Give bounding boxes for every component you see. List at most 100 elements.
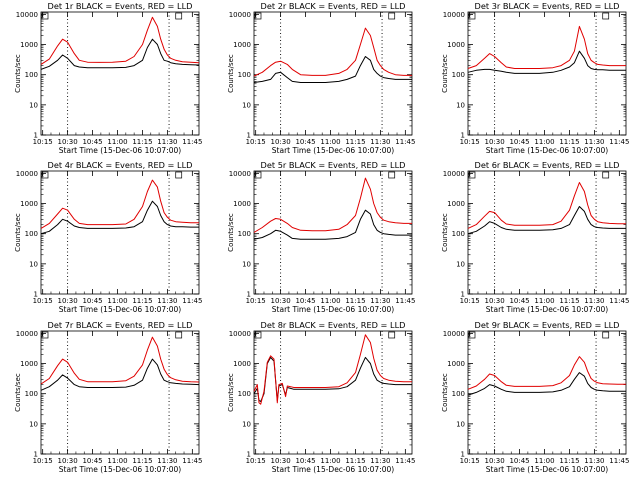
x-axis-label: Start Time (15-Dec-06 10:07:00) [59,146,181,155]
interval-box-marker [41,171,49,179]
chart-panel-7: Det 7r BLACK = Events, RED = LLD 1 10 100 10… [14,320,202,474]
y-tick-label: 1 [461,132,465,140]
x-axis-label: Start Time (15-Dec-06 10:07:00) [486,146,608,155]
x-tick-label: 10:15 [460,297,480,305]
y-tick-label: 1000 [20,200,38,208]
y-axis-label: Counts/sec [441,54,449,93]
y-tick-label: 10 [456,260,465,268]
x-tick-label: 11:00 [534,297,554,305]
y-tick-label: 1 [461,291,465,299]
x-tick-label: 11:15 [345,297,365,305]
y-tick-label: 100 [25,230,38,238]
x-tick-label: 11:45 [609,297,629,305]
interval-box-marker [602,171,610,179]
interval-box-marker [175,171,183,179]
x-tick-label: 10:15 [33,297,53,305]
x-tick-label: 10:30 [485,138,505,146]
chart-title: Det 5r BLACK = Events, RED = LLD [261,160,406,170]
y-tick-label: 100 [452,230,465,238]
x-tick-label: 11:15 [345,457,365,465]
x-tick-label: 11:00 [534,457,554,465]
chart-panel-3: Det 3r BLACK = Events, RED = LLD 1 10 100 10… [441,1,629,155]
series-line-lld [467,182,626,229]
y-tick-label: 1000 [447,200,465,208]
interval-box-marker [254,171,262,179]
y-tick-label: 100 [238,230,251,238]
x-tick-label: 10:30 [485,457,505,465]
x-axis-label: Start Time (15-Dec-06 10:07:00) [486,465,608,474]
interval-box-marker [388,171,396,179]
y-tick-label: 10 [29,420,38,428]
x-tick-label: 11:30 [370,297,390,305]
series-line-lld [253,177,412,233]
series-line-events [40,200,199,235]
y-tick-label: 1000 [233,200,251,208]
x-tick-label: 11:00 [107,297,127,305]
chart-panel-9: Det 9r BLACK = Events, RED = LLD 1 10 100 10… [441,320,629,474]
y-axis-label: Counts/sec [14,54,22,93]
y-tick-label: 10000 [16,11,38,19]
x-tick-label: 11:30 [370,138,390,146]
y-tick-label: 10000 [443,11,465,19]
axis-frame [467,11,627,136]
series-line-events [40,358,200,391]
interval-box-marker [468,331,476,339]
x-tick-label: 10:30 [58,297,78,305]
x-tick-label: 11:30 [584,297,604,305]
chart-panel-4: Det 4r BLACK = Events, RED = LLD 1 10 100 10… [14,160,202,314]
axis-frame [467,170,627,295]
x-tick-label: 10:45 [295,457,315,465]
x-tick-label: 11:45 [182,457,202,465]
chart-panel-2: Det 2r BLACK = Events, RED = LLD 1 10 100 10… [227,1,415,155]
y-tick-label: 10 [456,101,465,109]
chart-title: Det 2r BLACK = Events, RED = LLD [261,1,406,11]
y-tick-label: 1 [247,291,251,299]
series-line-lld [40,16,200,65]
x-tick-label: 11:15 [132,457,152,465]
x-tick-label: 10:15 [246,138,266,146]
x-tick-label: 10:30 [485,297,505,305]
x-tick-label: 10:45 [295,138,315,146]
y-tick-label: 100 [452,390,465,398]
y-tick-label: 10 [29,260,38,268]
x-tick-label: 10:15 [246,297,266,305]
chart-title: Det 8r BLACK = Events, RED = LLD [261,320,406,330]
y-tick-label: 100 [238,71,251,79]
chart-panel-6: Det 6r BLACK = Events, RED = LLD 1 10 100 10… [441,160,629,314]
x-tick-label: 10:15 [33,457,53,465]
x-tick-label: 11:15 [132,138,152,146]
y-tick-label: 1000 [447,360,465,368]
x-axis-label: Start Time (15-Dec-06 10:07:00) [59,305,181,314]
y-tick-label: 1000 [20,360,38,368]
x-tick-label: 11:00 [320,457,340,465]
x-tick-label: 11:15 [559,297,579,305]
x-tick-label: 11:45 [182,138,202,146]
series-line-events [40,38,200,70]
chart-title: Det 4r BLACK = Events, RED = LLD [48,160,193,170]
x-tick-label: 11:30 [370,457,390,465]
y-tick-label: 10000 [443,330,465,338]
interval-box-marker [41,331,49,339]
y-tick-label: 10000 [16,330,38,338]
y-axis-label: Counts/sec [14,373,22,412]
chart-panel-5: Det 5r BLACK = Events, RED = LLD 1 10 100 10… [227,160,415,314]
series-line-lld [467,25,626,69]
y-axis-label: Counts/sec [441,213,449,252]
x-tick-label: 10:15 [33,138,53,146]
x-tick-label: 11:00 [107,457,127,465]
y-tick-label: 10000 [443,170,465,178]
x-tick-label: 11:30 [157,457,177,465]
axis-frame [467,330,627,455]
series-line-events [253,209,412,240]
y-tick-label: 1000 [233,41,251,49]
y-tick-label: 1000 [20,41,38,49]
y-tick-label: 1 [34,291,38,299]
series-line-events [467,372,626,396]
axis-frame [253,170,413,295]
axis-frame [253,330,413,455]
y-tick-label: 10000 [16,170,38,178]
y-tick-label: 10000 [229,11,251,19]
axis-frame [253,11,413,136]
x-tick-label: 10:15 [246,457,266,465]
